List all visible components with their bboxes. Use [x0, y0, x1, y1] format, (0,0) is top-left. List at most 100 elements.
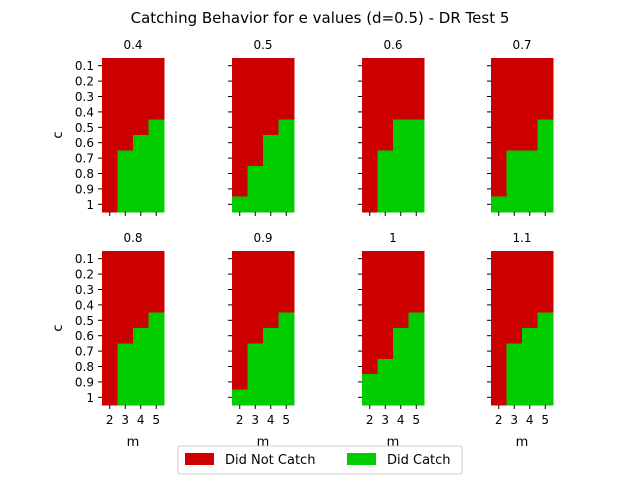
heatmap-cell: [117, 328, 134, 344]
heatmap-cell: [263, 328, 279, 344]
heatmap-cell: [117, 343, 134, 360]
heatmap-cell: [537, 165, 554, 182]
panel-title: 0.6: [383, 38, 402, 52]
heatmap-cell: [278, 328, 295, 344]
heatmap-cell: [408, 266, 425, 283]
heatmap-cell: [506, 374, 523, 390]
heatmap-cell: [362, 73, 378, 90]
heatmap-cell: [232, 88, 248, 105]
heatmap-cell: [232, 312, 248, 329]
heatmap-cell: [491, 251, 507, 267]
heatmap-cell: [393, 196, 409, 213]
heatmap-cell: [278, 196, 295, 213]
legend-label-did-not-catch: Did Not Catch: [225, 453, 315, 468]
heatmap-cell: [362, 389, 378, 406]
heatmap-cell: [491, 358, 507, 375]
heatmap-cell: [247, 181, 264, 197]
heatmap-cell: [408, 58, 425, 74]
panel-title: 0.8: [123, 231, 142, 245]
heatmap-cell: [362, 119, 378, 136]
heatmap-cell: [232, 328, 248, 344]
heatmap-cell: [117, 297, 134, 313]
heatmap-cell: [102, 251, 118, 267]
heatmap-cell: [117, 181, 134, 197]
heatmap-cell: [522, 266, 538, 283]
heatmap-cell: [393, 181, 409, 197]
heatmap-cell: [278, 135, 295, 151]
heatmap-cell: [148, 181, 165, 197]
heatmap-cell: [537, 328, 554, 344]
heatmap-cell: [247, 150, 264, 167]
heatmap-cell: [506, 135, 523, 151]
y-tick-label: 0.1: [75, 59, 94, 73]
heatmap-cell: [506, 104, 523, 120]
heatmap-cell: [522, 150, 538, 167]
heatmap-cell: [247, 88, 264, 105]
heatmap-cell: [537, 374, 554, 390]
heatmap-cell: [148, 281, 165, 298]
heatmap-cell: [537, 196, 554, 213]
heatmap-cell: [506, 328, 523, 344]
heatmap-cell: [537, 58, 554, 74]
panel-0.4: 0.40.10.20.30.40.50.60.70.80.91c: [51, 38, 165, 216]
heatmap-cell: [117, 312, 134, 329]
heatmap-cell: [278, 343, 295, 360]
panel-title: 0.5: [253, 38, 272, 52]
heatmap-cell: [522, 181, 538, 197]
heatmap-cell: [247, 104, 264, 120]
heatmap-cell: [278, 297, 295, 313]
heatmap-cell: [537, 181, 554, 197]
heatmap-cell: [148, 119, 165, 136]
heatmap-cell: [232, 165, 248, 182]
heatmap-cell: [377, 389, 394, 406]
heatmap-cell: [278, 312, 295, 329]
heatmap-cell: [408, 135, 425, 151]
heatmap-cell: [506, 88, 523, 105]
heatmap-cell: [247, 196, 264, 213]
heatmap-cell: [491, 312, 507, 329]
heatmap-cell: [522, 196, 538, 213]
panel-grid: 0.40.10.20.30.40.50.60.70.80.91c 0.5 0.6 0.…: [51, 38, 554, 450]
heatmap-cell: [247, 389, 264, 406]
chart-title: Catching Behavior for e values (d=0.5) -…: [131, 9, 510, 27]
heatmap-cell: [393, 135, 409, 151]
heatmap-cell: [491, 266, 507, 283]
heatmap-cell: [408, 88, 425, 105]
x-tick-label: 3: [510, 413, 518, 427]
panel-title: 0.7: [512, 38, 531, 52]
heatmap-cell: [362, 104, 378, 120]
heatmap-cell: [377, 343, 394, 360]
legend: Did Not Catch Did Catch: [177, 445, 463, 475]
panel-0.6: 0.6: [358, 38, 425, 216]
heatmap-cell: [491, 135, 507, 151]
y-tick-label: 0.7: [75, 152, 94, 166]
heatmap-cell: [506, 165, 523, 182]
heatmap-cell: [133, 104, 149, 120]
heatmap-cell: [408, 328, 425, 344]
legend-swatch-did-catch: [347, 453, 376, 465]
heatmap-cell: [362, 165, 378, 182]
heatmap-cell: [393, 58, 409, 74]
heatmap-cell: [393, 312, 409, 329]
heatmap-cell: [537, 119, 554, 136]
heatmap-cell: [102, 266, 118, 283]
heatmap-cell: [263, 135, 279, 151]
heatmap-cell: [408, 389, 425, 406]
heatmap-cell: [133, 196, 149, 213]
heatmap-cell: [377, 266, 394, 283]
heatmap-cell: [263, 251, 279, 267]
heatmap-cell: [393, 389, 409, 406]
heatmap-cell: [247, 165, 264, 182]
heatmap-cell: [247, 281, 264, 298]
heatmap-cell: [263, 58, 279, 74]
heatmap-cell: [232, 104, 248, 120]
heatmap-cell: [393, 266, 409, 283]
heatmap-cell: [278, 73, 295, 90]
heatmap-cell: [133, 374, 149, 390]
heatmap-cell: [377, 374, 394, 390]
heatmap-cell: [263, 374, 279, 390]
heatmap-cell: [278, 389, 295, 406]
heatmap-cell: [506, 181, 523, 197]
heatmap-cell: [362, 58, 378, 74]
heatmap-cell: [133, 135, 149, 151]
